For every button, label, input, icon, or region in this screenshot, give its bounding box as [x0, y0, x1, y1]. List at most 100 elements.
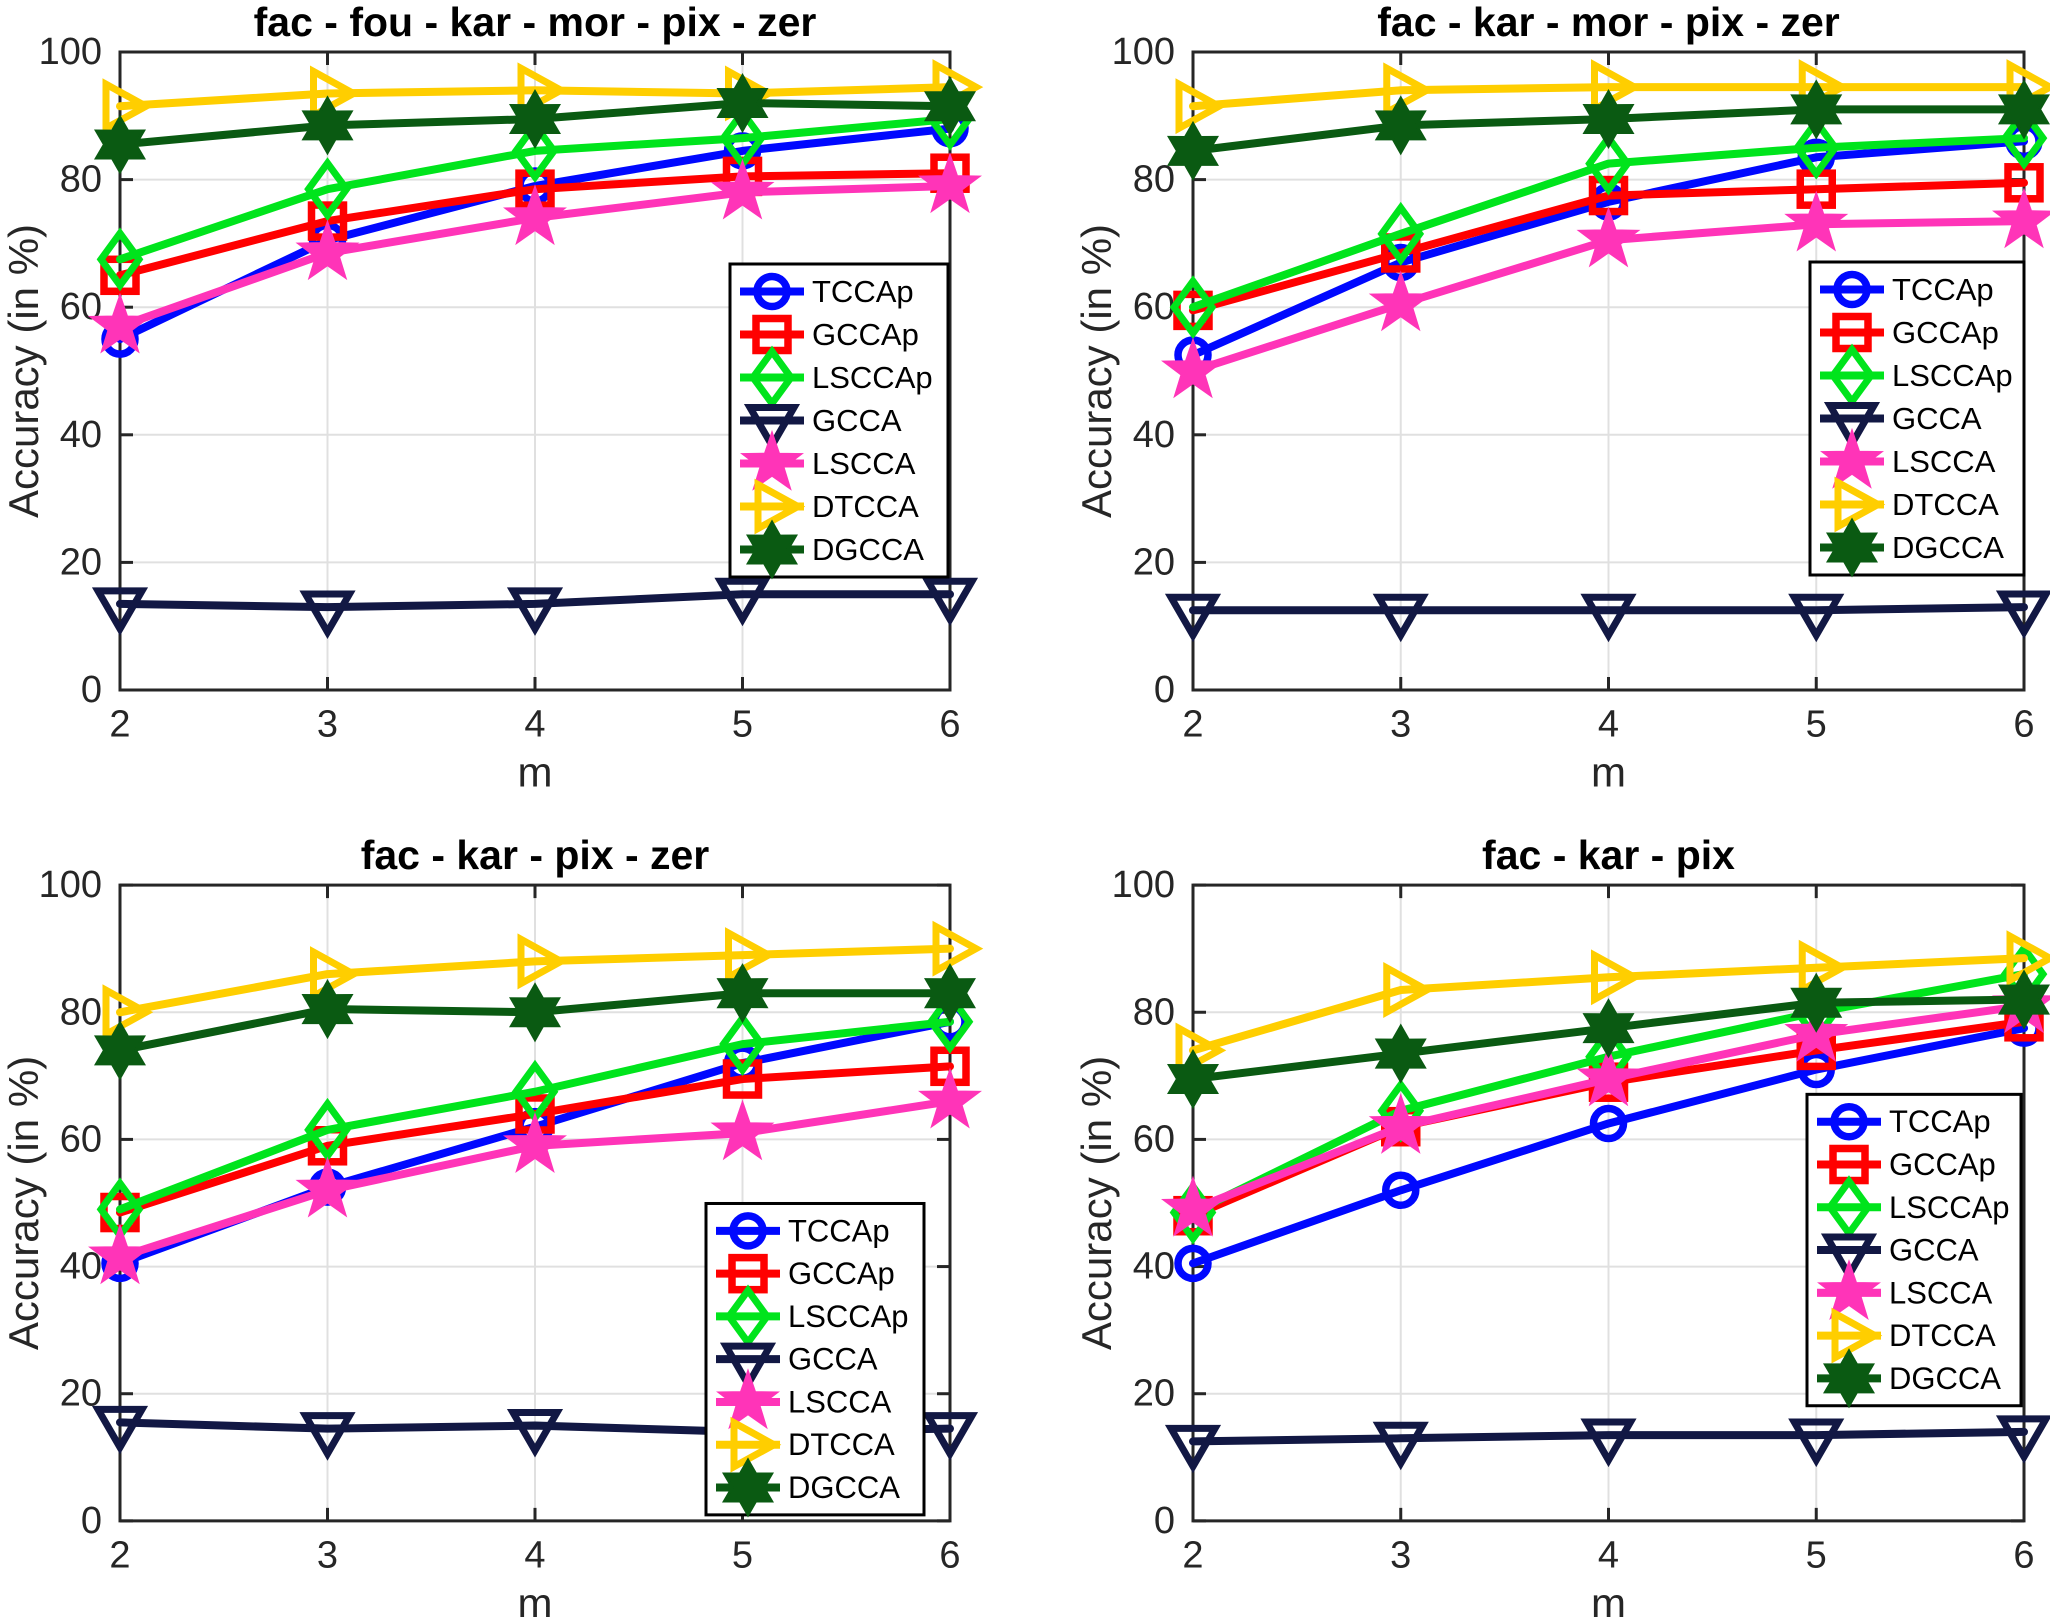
- legend-item-LSCCA: LSCCA: [1817, 1259, 1993, 1321]
- y-tick-label: 100: [1112, 864, 1175, 906]
- legend-label: GCCA: [1892, 401, 1982, 436]
- marker-DGCCA: [1790, 972, 1843, 1033]
- marker-DGCCA: [1166, 120, 1220, 181]
- x-tick-label: 4: [1598, 1534, 1619, 1576]
- marker-DTCCA: [1175, 78, 1227, 135]
- legend-label: GCCAp: [1889, 1147, 1996, 1182]
- marker-GCCA: [1788, 1418, 1845, 1468]
- series-GCCA: [91, 577, 979, 640]
- marker-LSCCA: [1576, 1045, 1641, 1107]
- x-axis-label: m: [1591, 748, 1626, 795]
- legend-label: TCCAp: [1892, 272, 1994, 307]
- marker-DGCCA: [923, 963, 977, 1024]
- marker-LSCCAp: [1825, 1175, 1873, 1240]
- y-tick-label: 100: [39, 31, 102, 73]
- legend-label: LSCCAp: [1889, 1190, 2010, 1225]
- marker-GCCA: [921, 577, 979, 627]
- marker-DTCCA: [517, 933, 569, 990]
- marker-DGCCA: [301, 979, 354, 1040]
- marker-DTCCA: [102, 984, 154, 1041]
- chart-canvas: 0 20 40 60 80 100 2 3 4 5 6 fac - kar - pix m Accurac…: [1073, 832, 2050, 1617]
- y-axis-label: Accuracy (in %): [0, 224, 47, 518]
- marker-DGCCA: [93, 1020, 147, 1081]
- series-DTCCA-line: [116, 944, 954, 1017]
- legend-label: GCCAp: [1892, 315, 1999, 350]
- marker-DGCCA: [745, 519, 799, 580]
- x-tick-label: 6: [939, 1534, 960, 1576]
- marker-GCCA: [506, 1408, 564, 1458]
- marker-TCCAp: [1833, 270, 1871, 309]
- legend-item-LSCCA: LSCCA: [1820, 427, 1996, 489]
- legend-item-LSCCAp: LSCCAp: [1820, 343, 2013, 408]
- legend-label: GCCAp: [788, 1256, 895, 1291]
- series-GCCAp-line: [1189, 178, 2028, 315]
- x-tick-label: 3: [1390, 1534, 1411, 1576]
- legend-label: LSCCA: [1889, 1275, 1993, 1310]
- marker-DGCCA: [1166, 1048, 1220, 1110]
- legend-item-GCCAp: GCCAp: [716, 1253, 895, 1294]
- y-tick-label: 40: [60, 414, 102, 456]
- chart-title: fac - kar - pix - zer: [361, 832, 710, 878]
- marker-DGCCA: [1997, 969, 2050, 1030]
- legend-label: DGCCA: [812, 532, 924, 567]
- y-axis-label: Accuracy (in %): [1073, 224, 1120, 518]
- marker-LSCCA: [1161, 337, 1225, 399]
- marker-DTCCA: [1798, 939, 1850, 996]
- marker-LSCCA: [740, 429, 804, 491]
- legend-item-TCCAp: TCCAp: [716, 1212, 890, 1250]
- y-tick-label: 20: [1133, 1373, 1175, 1415]
- marker-DTCCA: [310, 65, 361, 122]
- series-GCCA-line: [1189, 1427, 2028, 1446]
- legend-label: GCCA: [812, 403, 902, 438]
- x-tick-label: 5: [732, 1534, 753, 1576]
- series-LSCCAp: [1169, 106, 2048, 340]
- y-tick-label: 60: [1133, 1118, 1175, 1160]
- marker-LSCCAp: [1377, 201, 1425, 266]
- marker-GCCA: [743, 404, 801, 453]
- y-tick-label: 40: [1133, 414, 1175, 456]
- marker-DTCCA: [1591, 59, 1642, 116]
- legend-label: LSCCA: [812, 446, 916, 481]
- marker-GCCA: [1580, 593, 1637, 643]
- series-TCCAp-line: [1189, 1024, 2028, 1268]
- legend-item-LSCCA: LSCCA: [716, 1368, 892, 1430]
- legend-label: DTCCA: [1889, 1318, 1996, 1353]
- legend: TCCAp GCCAp LSCCAp GCCA LSCCA DTCCA DGCCA: [728, 262, 950, 580]
- legend-label: GCCA: [788, 1342, 878, 1377]
- marker-GCCA: [719, 1342, 777, 1392]
- marker-GCCA: [299, 1412, 356, 1461]
- y-tick-label: 0: [1154, 1500, 1175, 1542]
- chart-title: fac - kar - mor - pix - zer: [1377, 0, 1840, 45]
- y-tick-label: 100: [39, 864, 102, 906]
- legend-item-DGCCA: DGCCA: [740, 519, 924, 580]
- y-tick-label: 0: [1154, 669, 1175, 711]
- marker-LSCCA: [1992, 187, 2050, 249]
- x-tick-label: 2: [109, 703, 130, 745]
- marker-LSCCA: [1576, 206, 1641, 268]
- marker-LSCCA: [1784, 190, 1849, 252]
- x-axis-label: m: [1591, 1579, 1626, 1617]
- legend-label: LSCCA: [788, 1384, 892, 1419]
- series-GCCA: [1164, 1415, 2050, 1474]
- marker-LSCCA: [88, 1223, 152, 1285]
- marker-DTCCA: [1591, 949, 1642, 1006]
- legend-label: DGCCA: [1889, 1361, 2001, 1396]
- y-tick-label: 40: [1133, 1246, 1175, 1288]
- marker-TCCAp: [753, 272, 791, 311]
- legend-item-LSCCAp: LSCCAp: [1817, 1175, 2010, 1240]
- marker-DTCCA: [754, 478, 806, 535]
- marker-GCCA: [1823, 402, 1881, 451]
- legend-item-LSCCA: LSCCA: [740, 429, 916, 491]
- y-tick-label: 60: [60, 1118, 102, 1160]
- series-LSCCAp-line: [116, 115, 954, 264]
- subplot-bottom-right: 0 20 40 60 80 100 2 3 4 5 6 fac - kar - pix m Accurac…: [1025, 808, 2050, 1617]
- marker-DGCCA: [1825, 517, 1879, 578]
- marker-GCCA: [1995, 1415, 2050, 1464]
- marker-DGCCA: [923, 76, 977, 137]
- chart-title: fac - fou - kar - mor - pix - zer: [254, 0, 817, 45]
- marker-LSCCA: [918, 1067, 982, 1129]
- marker-LSCCA: [710, 1099, 775, 1161]
- y-tick-label: 0: [81, 669, 102, 711]
